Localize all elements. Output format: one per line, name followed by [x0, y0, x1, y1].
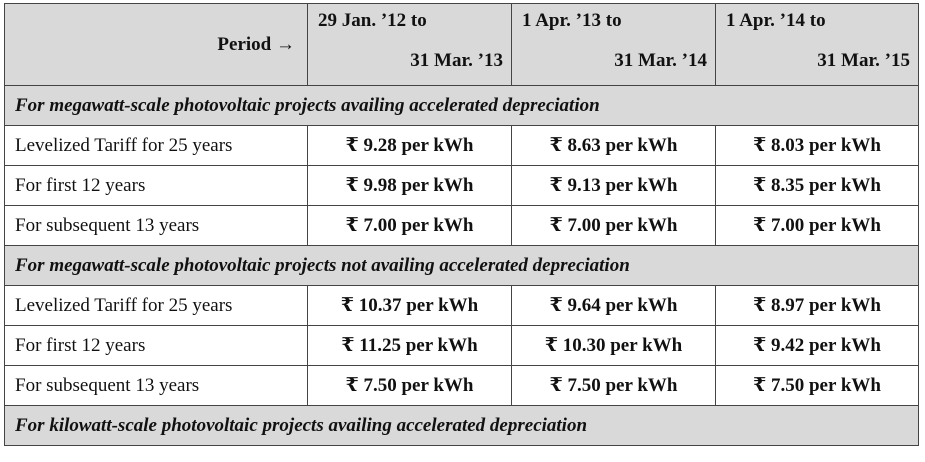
period-column-header: 1 Apr. ’14 to 31 Mar. ’15 — [715, 3, 919, 86]
tariff-table: Period → 29 Jan. ’12 to 31 Mar. ’13 1 Ap… — [4, 3, 919, 446]
tariff-value: ₹ 7.00 per kWh — [715, 205, 919, 246]
row-label: Levelized Tariff for 25 years — [4, 285, 308, 326]
tariff-value: ₹ 7.00 per kWh — [307, 205, 512, 246]
period-header: Period → — [4, 3, 308, 86]
table-row: For subsequent 13 years ₹ 7.00 per kWh ₹… — [4, 205, 919, 246]
tariff-value: ₹ 11.25 per kWh — [307, 325, 512, 366]
tariff-value: ₹ 10.30 per kWh — [511, 325, 716, 366]
tariff-value: ₹ 7.50 per kWh — [715, 365, 919, 406]
section-header-row: For kilowatt-scale photovoltaic projects… — [4, 405, 919, 446]
tariff-value: ₹ 9.13 per kWh — [511, 165, 716, 206]
period-from: 29 Jan. ’12 to — [318, 10, 427, 31]
tariff-value: ₹ 7.00 per kWh — [511, 205, 716, 246]
section-title: For kilowatt-scale photovoltaic projects… — [4, 405, 919, 446]
tariff-value: ₹ 9.98 per kWh — [307, 165, 512, 206]
tariff-value: ₹ 7.50 per kWh — [307, 365, 512, 406]
tariff-value: ₹ 9.28 per kWh — [307, 125, 512, 166]
row-label: For subsequent 13 years — [4, 365, 308, 406]
row-label: For first 12 years — [4, 165, 308, 206]
tariff-value: ₹ 9.42 per kWh — [715, 325, 919, 366]
table-row: For first 12 years ₹ 9.98 per kWh ₹ 9.13… — [4, 165, 919, 206]
tariff-value: ₹ 8.35 per kWh — [715, 165, 919, 206]
row-label: For first 12 years — [4, 325, 308, 366]
section-title: For megawatt-scale photovoltaic projects… — [4, 245, 919, 286]
period-from: 1 Apr. ’13 to — [522, 10, 622, 31]
header-row: Period → 29 Jan. ’12 to 31 Mar. ’13 1 Ap… — [4, 3, 919, 86]
tariff-value: ₹ 8.97 per kWh — [715, 285, 919, 326]
tariff-value: ₹ 7.50 per kWh — [511, 365, 716, 406]
period-to: 31 Mar. ’14 — [614, 50, 707, 71]
period-from: 1 Apr. ’14 to — [726, 10, 826, 31]
tariff-value: ₹ 8.03 per kWh — [715, 125, 919, 166]
tariff-value: ₹ 9.64 per kWh — [511, 285, 716, 326]
tariff-value: ₹ 8.63 per kWh — [511, 125, 716, 166]
period-column-header: 1 Apr. ’13 to 31 Mar. ’14 — [511, 3, 716, 86]
table-row: Levelized Tariff for 25 years ₹ 10.37 pe… — [4, 285, 919, 326]
table-row: For subsequent 13 years ₹ 7.50 per kWh ₹… — [4, 365, 919, 406]
section-header-row: For megawatt-scale photovoltaic projects… — [4, 245, 919, 286]
period-to: 31 Mar. ’15 — [817, 50, 910, 71]
period-to: 31 Mar. ’13 — [410, 50, 503, 71]
row-label: Levelized Tariff for 25 years — [4, 125, 308, 166]
table-row: Levelized Tariff for 25 years ₹ 9.28 per… — [4, 125, 919, 166]
section-header-row: For megawatt-scale photovoltaic projects… — [4, 85, 919, 126]
section-title: For megawatt-scale photovoltaic projects… — [4, 85, 919, 126]
period-column-header: 29 Jan. ’12 to 31 Mar. ’13 — [307, 3, 512, 86]
table-row: For first 12 years ₹ 11.25 per kWh ₹ 10.… — [4, 325, 919, 366]
tariff-value: ₹ 10.37 per kWh — [307, 285, 512, 326]
row-label: For subsequent 13 years — [4, 205, 308, 246]
